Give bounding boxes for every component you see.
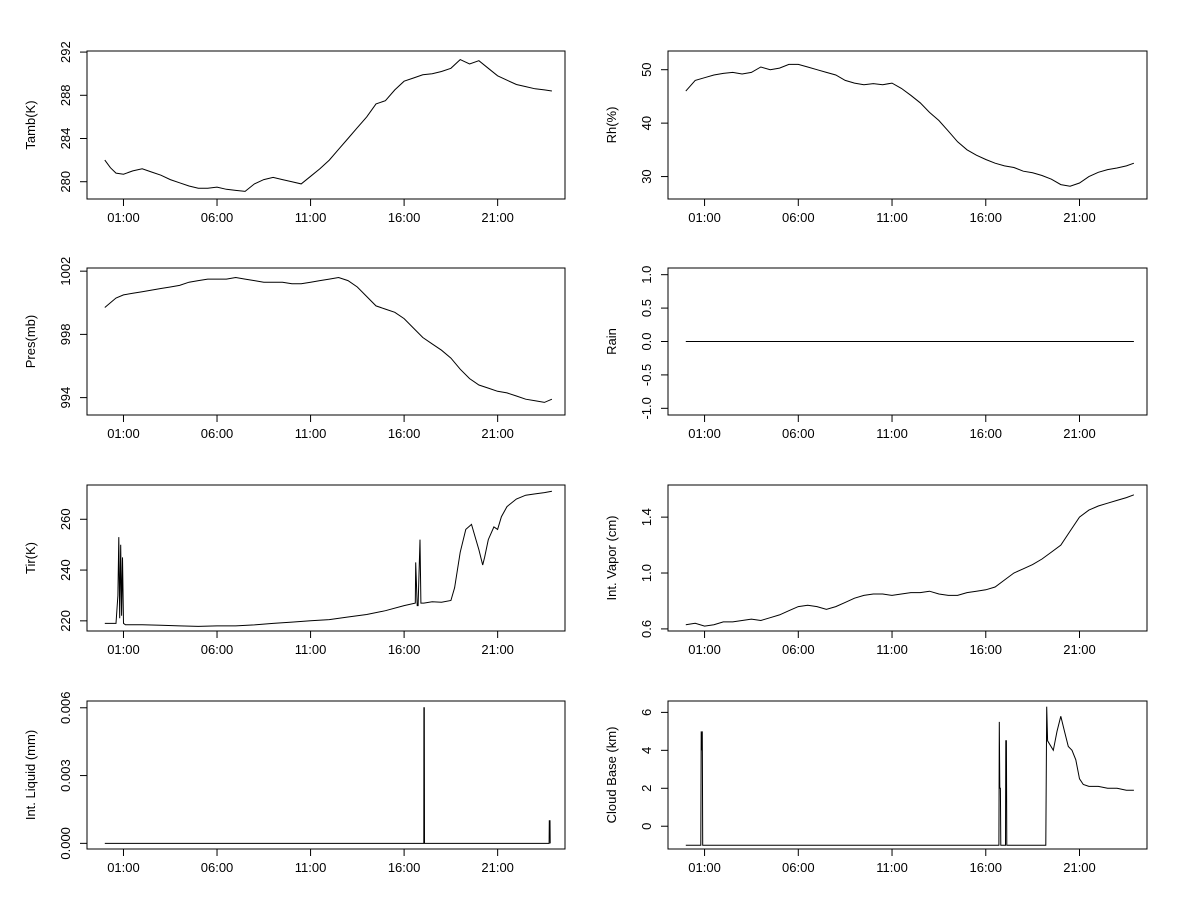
x-tick-label: 06:00	[782, 860, 815, 875]
y-tick-label: 260	[58, 508, 73, 530]
plot-frame	[667, 700, 1148, 850]
y-tick-label: 220	[58, 610, 73, 632]
x-tick-label: 21:00	[481, 426, 514, 441]
y-tick-label: 288	[58, 84, 73, 106]
plot-frame	[667, 50, 1148, 200]
panel-1: 01:00 06:00 11:00 16:00 21:00 280 284 288 292 Tam…	[23, 41, 566, 225]
x-tick-label: 01:00	[107, 860, 140, 875]
x-tick-label: 11:00	[876, 426, 908, 441]
x-tick-label: 01:00	[688, 642, 721, 657]
panel-5: 01:00 06:00 11:00 16:00 21:00 220 240 260 Tir(K)	[23, 484, 566, 657]
plot-frame	[86, 267, 566, 416]
panel-7: 01:00 06:00 11:00 16:00 21:00 0.000 0.003 0.006…	[23, 692, 566, 875]
y-tick-label: 1.4	[639, 508, 654, 526]
y-axis-title: Cloud Base (km)	[604, 727, 619, 824]
x-tick-label: 11:00	[295, 642, 327, 657]
x-tick-label: 11:00	[876, 210, 908, 225]
y-tick-label: 0.6	[639, 620, 654, 638]
y-tick-label: 292	[58, 41, 73, 63]
series-line	[685, 706, 1134, 846]
x-tick-label: 21:00	[1063, 642, 1096, 657]
plot-frame	[86, 700, 566, 850]
y-tick-label: 284	[58, 128, 73, 150]
x-tick-label: 16:00	[388, 860, 421, 875]
x-tick-label: 11:00	[295, 426, 327, 441]
x-tick-label: 11:00	[295, 860, 327, 875]
y-tick-label: 6	[639, 709, 654, 716]
x-tick-label: 11:00	[876, 860, 908, 875]
y-tick-label: 1.0	[639, 564, 654, 582]
x-tick-label: 06:00	[782, 642, 815, 657]
x-tick-label: 21:00	[1063, 210, 1096, 225]
y-tick-label: 0.003	[58, 759, 73, 792]
panel-4: 01:00 06:00 11:00 16:00 21:00 -1.0 -0.5 0.0 0.5 1…	[604, 266, 1148, 441]
x-tick-label: 16:00	[388, 426, 421, 441]
y-tick-label: 1002	[58, 257, 73, 286]
x-tick-label: 06:00	[782, 210, 815, 225]
x-tick-label: 21:00	[1063, 860, 1096, 875]
x-tick-label: 01:00	[107, 210, 140, 225]
x-tick-label: 06:00	[201, 210, 234, 225]
x-tick-label: 16:00	[969, 860, 1002, 875]
series-line	[685, 63, 1135, 187]
plot-frame	[86, 484, 566, 632]
panel-8: 01:00 06:00 11:00 16:00 21:00 0 2 4 6 Cloud Base …	[604, 700, 1148, 875]
panel-2: 01:00 06:00 11:00 16:00 21:00 30 40 50 Rh(%)	[604, 50, 1148, 225]
series-line	[104, 59, 552, 192]
x-tick-label: 16:00	[969, 210, 1002, 225]
x-tick-label: 01:00	[688, 860, 721, 875]
panel-6: 01:00 06:00 11:00 16:00 21:00 0.6 1.0 1.4 Int. V…	[604, 484, 1148, 657]
y-tick-label: 998	[58, 324, 73, 346]
series-line	[104, 490, 552, 627]
x-tick-label: 01:00	[688, 210, 721, 225]
y-axis-title: Rh(%)	[604, 107, 619, 144]
plot-frame	[86, 50, 566, 200]
y-axis-title: Int. Liquid (mm)	[23, 730, 38, 820]
series-line	[685, 494, 1135, 627]
y-tick-label: -1.0	[639, 397, 654, 419]
y-tick-label: 0.006	[58, 692, 73, 725]
x-tick-label: 06:00	[201, 642, 234, 657]
y-tick-label: 40	[639, 116, 654, 130]
y-tick-label: 2	[639, 785, 654, 792]
y-tick-label: 30	[639, 169, 654, 183]
x-tick-label: 16:00	[388, 210, 421, 225]
x-tick-label: 21:00	[1063, 426, 1096, 441]
series-line	[104, 276, 553, 403]
plot-frame	[667, 484, 1148, 632]
y-tick-label: 4	[639, 747, 654, 754]
y-tick-label: 50	[639, 62, 654, 76]
x-tick-label: 11:00	[876, 642, 908, 657]
y-axis-title: Tamb(K)	[23, 100, 38, 149]
x-tick-label: 01:00	[688, 426, 721, 441]
y-axis-title: Tir(K)	[23, 542, 38, 574]
x-tick-label: 01:00	[107, 642, 140, 657]
x-tick-label: 16:00	[969, 642, 1002, 657]
y-axis-title: Int. Vapor (cm)	[604, 515, 619, 600]
y-tick-label: 0.000	[58, 827, 73, 860]
y-tick-label: -0.5	[639, 364, 654, 386]
y-tick-label: 994	[58, 387, 73, 409]
x-tick-label: 16:00	[388, 642, 421, 657]
x-tick-label: 16:00	[969, 426, 1002, 441]
x-tick-label: 11:00	[295, 210, 327, 225]
y-tick-label: 280	[58, 171, 73, 193]
x-tick-label: 21:00	[481, 860, 514, 875]
y-tick-label: 240	[58, 559, 73, 581]
x-tick-label: 06:00	[201, 426, 234, 441]
y-tick-label: 0	[639, 823, 654, 830]
y-axis-title: Pres(mb)	[23, 315, 38, 368]
y-tick-label: 0.5	[639, 299, 654, 317]
x-tick-label: 06:00	[201, 860, 234, 875]
panel-3: 01:00 06:00 11:00 16:00 21:00 994 998 1002 Pres(…	[23, 257, 566, 441]
y-axis-title: Rain	[604, 328, 619, 355]
x-tick-label: 06:00	[782, 426, 815, 441]
x-tick-label: 21:00	[481, 210, 514, 225]
y-tick-label: 1.0	[639, 266, 654, 284]
x-tick-label: 01:00	[107, 426, 140, 441]
series-line	[104, 707, 551, 844]
y-tick-label: 0.0	[639, 332, 654, 350]
x-tick-label: 21:00	[481, 642, 514, 657]
